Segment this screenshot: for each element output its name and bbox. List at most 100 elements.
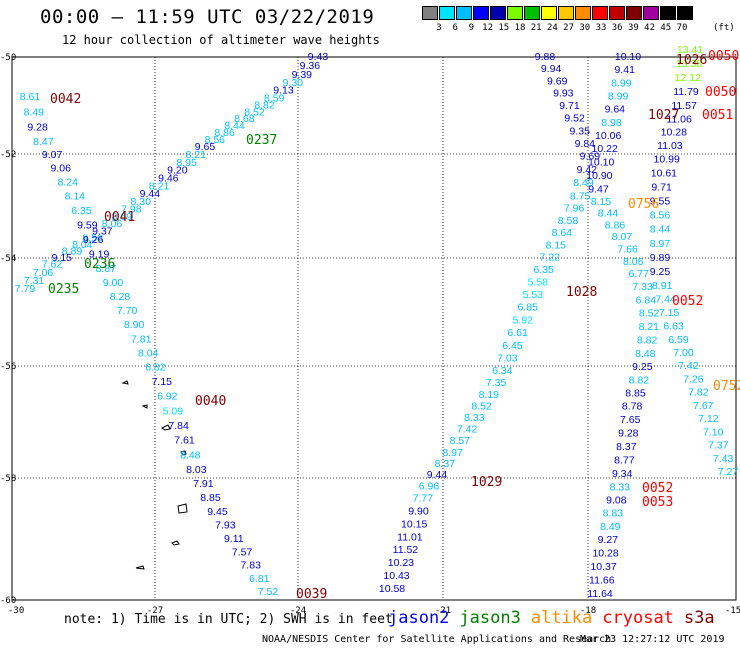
wave-height-value: 6.77 xyxy=(628,268,649,280)
wave-height-value: 7.98 xyxy=(121,204,142,216)
wave-height-value: 11.52 xyxy=(393,544,419,556)
pass-time-label: 0756 xyxy=(628,197,659,212)
legend-swatch xyxy=(490,6,506,20)
wave-height-value: 8.98 xyxy=(601,117,622,129)
legend-label: 42 xyxy=(644,23,656,33)
wave-height-value: 8.58 xyxy=(558,215,579,227)
wave-height-value: 7.91 xyxy=(193,478,214,490)
longitude-tick-label: -27 xyxy=(147,606,163,616)
wave-height-value: 6.61 xyxy=(507,327,528,339)
wave-height-value: 8.14 xyxy=(65,191,86,203)
legend-label: 70 xyxy=(676,23,688,33)
pass-time-label: 1027 xyxy=(648,108,679,123)
wave-height-value: 8.89 xyxy=(62,245,83,257)
legend-label: 39 xyxy=(627,23,639,33)
wave-height-value: 6.59 xyxy=(668,334,689,346)
wave-height-value: 9.88 xyxy=(535,51,556,63)
wave-height-value: 9.71 xyxy=(559,100,580,112)
wave-height-value: 7.10 xyxy=(703,426,724,438)
wave-height-value: 13.38 xyxy=(676,58,702,70)
pass-time-label: 0236 xyxy=(84,257,115,272)
wave-height-value: 7.84 xyxy=(168,420,189,432)
wave-height-value: 11.03 xyxy=(657,140,683,152)
wave-height-value: 10.28 xyxy=(661,126,687,138)
wave-height-value: 8.30 xyxy=(130,196,151,208)
wave-height-value: 8.78 xyxy=(622,401,643,413)
legend-label: 15 xyxy=(498,23,510,33)
wave-height-value: 10.23 xyxy=(388,557,414,569)
wave-height-value: 10.43 xyxy=(383,570,409,582)
latitude-tick-label: -54 xyxy=(0,254,16,264)
legend-label: 9 xyxy=(468,23,475,33)
wave-height-value: 9.71 xyxy=(651,181,672,193)
wave-height-value: 10.58 xyxy=(379,583,405,595)
footer-note: note: 1) Time is in UTC; 2) SWH is in fe… xyxy=(64,612,393,627)
legend-swatch xyxy=(422,6,438,20)
wave-height-value: 7.83 xyxy=(240,560,261,572)
wave-height-value: 9.25 xyxy=(650,266,671,278)
map-subtitle: 12 hour collection of altimeter wave hei… xyxy=(62,33,380,47)
wave-height-value: 7.15 xyxy=(152,376,173,388)
wave-height-value: 8.48 xyxy=(635,348,656,360)
legend-swatch xyxy=(626,6,642,20)
satellite-jason2: jason2 xyxy=(388,608,450,628)
longitude-tick-label: -24 xyxy=(290,606,306,616)
wave-height-value: 9.64 xyxy=(605,104,626,116)
wave-height-value: 7.00 xyxy=(673,347,694,359)
wave-height-value: 8.90 xyxy=(124,319,145,331)
wave-height-value: 6.81 xyxy=(249,573,270,585)
wave-height-value: 8.48 xyxy=(180,449,201,461)
wave-height-value: 9.27 xyxy=(598,534,619,546)
wave-height-value: 7.06 xyxy=(33,267,54,279)
wave-height-value: 11.06 xyxy=(666,113,692,125)
wave-height-value: 6.35 xyxy=(71,205,92,217)
wave-height-value: 8.56 xyxy=(205,134,226,146)
island-outline xyxy=(135,565,145,570)
wave-height-value: 6.82 xyxy=(145,362,166,374)
legend-swatch xyxy=(507,6,523,20)
wave-height-value: 8.64 xyxy=(552,227,573,239)
legend-swatch xyxy=(541,6,557,20)
satellite-s3a: s3a xyxy=(683,608,715,628)
wave-height-value: 11.01 xyxy=(397,531,423,543)
wave-height-value: 9.00 xyxy=(103,277,124,289)
wave-height-value: 9.90 xyxy=(408,505,429,517)
wave-height-value: 8.75 xyxy=(570,190,591,202)
pass-time-label: 0237 xyxy=(246,133,277,148)
wave-height-value: 7.42 xyxy=(678,360,699,372)
map-title: 00:00 – 11:59 UTC 03/22/2019 xyxy=(40,6,375,28)
wave-height-value: 9.26 xyxy=(83,234,104,246)
wave-height-value: 8.99 xyxy=(611,77,632,89)
wave-height-value: 8.37 xyxy=(435,458,456,470)
wave-height-value: 9.69 xyxy=(580,151,601,163)
legend-swatch xyxy=(473,6,489,20)
wave-height-value: 8.95 xyxy=(176,157,197,169)
wave-height-value: 8.28 xyxy=(110,291,131,303)
wave-height-value: 5.58 xyxy=(528,276,549,288)
legend-label: 21 xyxy=(530,23,542,33)
wave-height-value: 10.15 xyxy=(401,518,427,530)
wave-height-value: 7.35 xyxy=(486,377,507,389)
wave-height-value: 9.44 xyxy=(427,469,448,481)
wave-height-value: 7.03 xyxy=(497,353,518,365)
wave-height-value: 7.52 xyxy=(258,586,279,598)
wave-height-value: 9.25 xyxy=(632,361,653,373)
wave-height-value: 11.79 xyxy=(673,86,699,98)
pass-time-label: 0040 xyxy=(195,394,226,409)
wave-height-value: 9.35 xyxy=(569,125,590,137)
wave-height-value: 10.10 xyxy=(588,156,614,168)
wave-height-value: 9.84 xyxy=(575,138,596,150)
wave-height-value: 9.55 xyxy=(650,195,671,207)
wave-height-value: 9.28 xyxy=(618,428,639,440)
pass-time-label: 0041 xyxy=(104,210,135,225)
wave-height-value: 10.22 xyxy=(592,143,618,155)
pass-time-label: 0052 xyxy=(672,294,703,309)
wave-height-value: 8.77 xyxy=(614,455,635,467)
legend-unit: (ft) xyxy=(713,23,735,33)
wave-height-value: 8.68 xyxy=(234,113,255,125)
wave-height-value: 11.66 xyxy=(589,575,615,587)
pass-time-label: 0039 xyxy=(296,587,327,602)
legend-label: 36 xyxy=(611,23,623,33)
wave-height-value: 8.52 xyxy=(244,106,265,118)
